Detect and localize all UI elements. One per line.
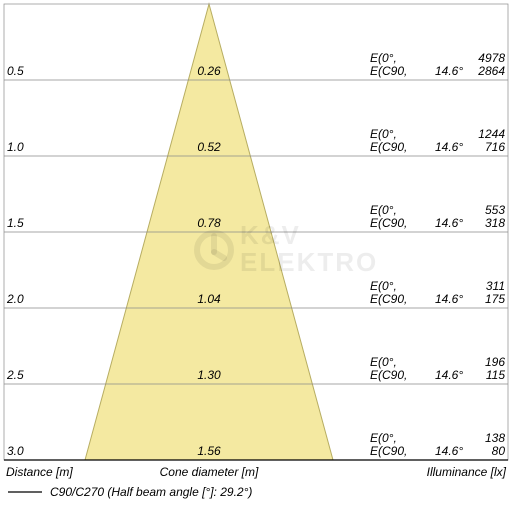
illum-e0-value: 311 — [486, 279, 505, 293]
distance-label: 1.0 — [7, 140, 24, 154]
distance-label: 2.5 — [6, 368, 24, 382]
illum-e0-value: 4978 — [478, 51, 505, 65]
illum-c90-value: 716 — [485, 140, 505, 154]
cone-diameter-label: 1.56 — [197, 444, 221, 458]
illum-c90-label: E(C90, — [370, 64, 407, 78]
illum-c90-label: E(C90, — [370, 368, 407, 382]
illum-c90-label: E(C90, — [370, 216, 407, 230]
illum-c90-angle: 14.6° — [435, 368, 463, 382]
illum-e0-value: 1244 — [478, 127, 505, 141]
illum-e0-label: E(0°, — [370, 51, 397, 65]
legend-text: C90/C270 (Half beam angle [°]: 29.2°) — [50, 485, 252, 499]
illum-c90-value: 115 — [486, 368, 505, 382]
distance-label: 1.5 — [7, 216, 24, 230]
illum-c90-label: E(C90, — [370, 292, 407, 306]
illum-e0-label: E(0°, — [370, 127, 397, 141]
cone-diameter-label: 1.30 — [197, 368, 221, 382]
illum-e0-label: E(0°, — [370, 355, 397, 369]
illum-c90-value: 175 — [485, 292, 505, 306]
distance-label: 2.0 — [6, 292, 24, 306]
cone-diameter-label: 0.26 — [197, 64, 221, 78]
distance-label: 0.5 — [7, 64, 24, 78]
illum-e0-label: E(0°, — [370, 279, 397, 293]
cone-diameter-label: 1.04 — [197, 292, 221, 306]
illum-e0-value: 196 — [485, 355, 505, 369]
illum-e0-label: E(0°, — [370, 203, 397, 217]
illum-c90-angle: 14.6° — [435, 444, 463, 458]
cone-diameter-label: 0.52 — [197, 140, 221, 154]
illum-c90-value: 80 — [492, 444, 506, 458]
cone-diameter-label: 0.78 — [197, 216, 221, 230]
illum-c90-label: E(C90, — [370, 444, 407, 458]
axis-title-center: Cone diameter [m] — [160, 465, 259, 479]
distance-label: 3.0 — [7, 444, 24, 458]
illum-e0-value: 138 — [485, 431, 505, 445]
chart-svg: 0.5 0.26 E(0°, 4978 E(C90, 14.6° 2864 1.0 0.52 E(… — [0, 0, 511, 512]
illum-c90-label: E(C90, — [370, 140, 407, 154]
illum-c90-value: 2864 — [477, 64, 505, 78]
illum-c90-value: 318 — [485, 216, 505, 230]
light-cone-chart: 0.5 0.26 E(0°, 4978 E(C90, 14.6° 2864 1.0 0.52 E(… — [0, 0, 511, 512]
illum-c90-angle: 14.6° — [435, 64, 463, 78]
illum-c90-angle: 14.6° — [435, 216, 463, 230]
illum-c90-angle: 14.6° — [435, 292, 463, 306]
axis-title-left: Distance [m] — [6, 465, 73, 479]
illum-e0-value: 553 — [485, 203, 505, 217]
illum-e0-label: E(0°, — [370, 431, 397, 445]
axis-title-right: Illuminance [lx] — [427, 465, 507, 479]
illum-c90-angle: 14.6° — [435, 140, 463, 154]
